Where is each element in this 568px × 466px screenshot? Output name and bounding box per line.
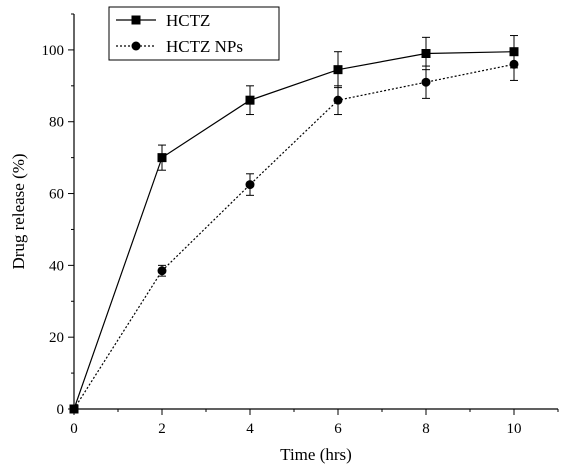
- series-line: [73, 63, 515, 410]
- data-point-circle: [421, 77, 431, 87]
- y-tick-label: 100: [42, 43, 65, 59]
- series-hctz: [69, 35, 519, 414]
- y-tick-label: 60: [49, 187, 64, 203]
- x-tick-label: 6: [334, 421, 342, 437]
- x-tick-label: 8: [422, 421, 430, 437]
- data-point-circle: [509, 59, 519, 69]
- legend: HCTZ HCTZ NPs: [108, 6, 280, 61]
- y-tick-label: 40: [49, 258, 64, 274]
- data-point-circle: [245, 180, 255, 190]
- y-tick-label: 20: [49, 330, 64, 346]
- y-axis-title: Drug release (%): [9, 153, 28, 269]
- x-axis-title: Time (hrs): [280, 445, 352, 464]
- data-point-circle: [333, 95, 343, 105]
- data-point-square: [333, 65, 343, 75]
- y-tick-label: 80: [49, 115, 64, 131]
- series-group: [69, 35, 519, 414]
- legend-label-hctz-nps: HCTZ NPs: [166, 37, 243, 56]
- legend-marker-square: [131, 15, 141, 25]
- x-tick-label: 4: [246, 421, 254, 437]
- data-point-square: [421, 49, 431, 58]
- axes: [73, 14, 558, 410]
- data-point-square: [157, 153, 167, 163]
- legend-label-hctz: HCTZ: [166, 11, 210, 30]
- legend-box: [108, 6, 280, 61]
- x-tick-label: 0: [70, 421, 78, 437]
- series-hctz-nps: [69, 47, 519, 414]
- legend-marker-circle: [131, 41, 141, 51]
- data-point-square: [245, 95, 255, 105]
- series-line: [73, 51, 515, 410]
- data-point-circle: [157, 266, 167, 276]
- x-tick-label: 10: [507, 421, 522, 437]
- x-ticks: 0 2 4 6 8 10: [70, 409, 559, 437]
- y-tick-label: 0: [57, 402, 65, 418]
- x-tick-label: 2: [158, 421, 166, 437]
- data-point-circle: [69, 404, 79, 414]
- y-ticks: 0 20 40 60 80 100: [42, 13, 74, 418]
